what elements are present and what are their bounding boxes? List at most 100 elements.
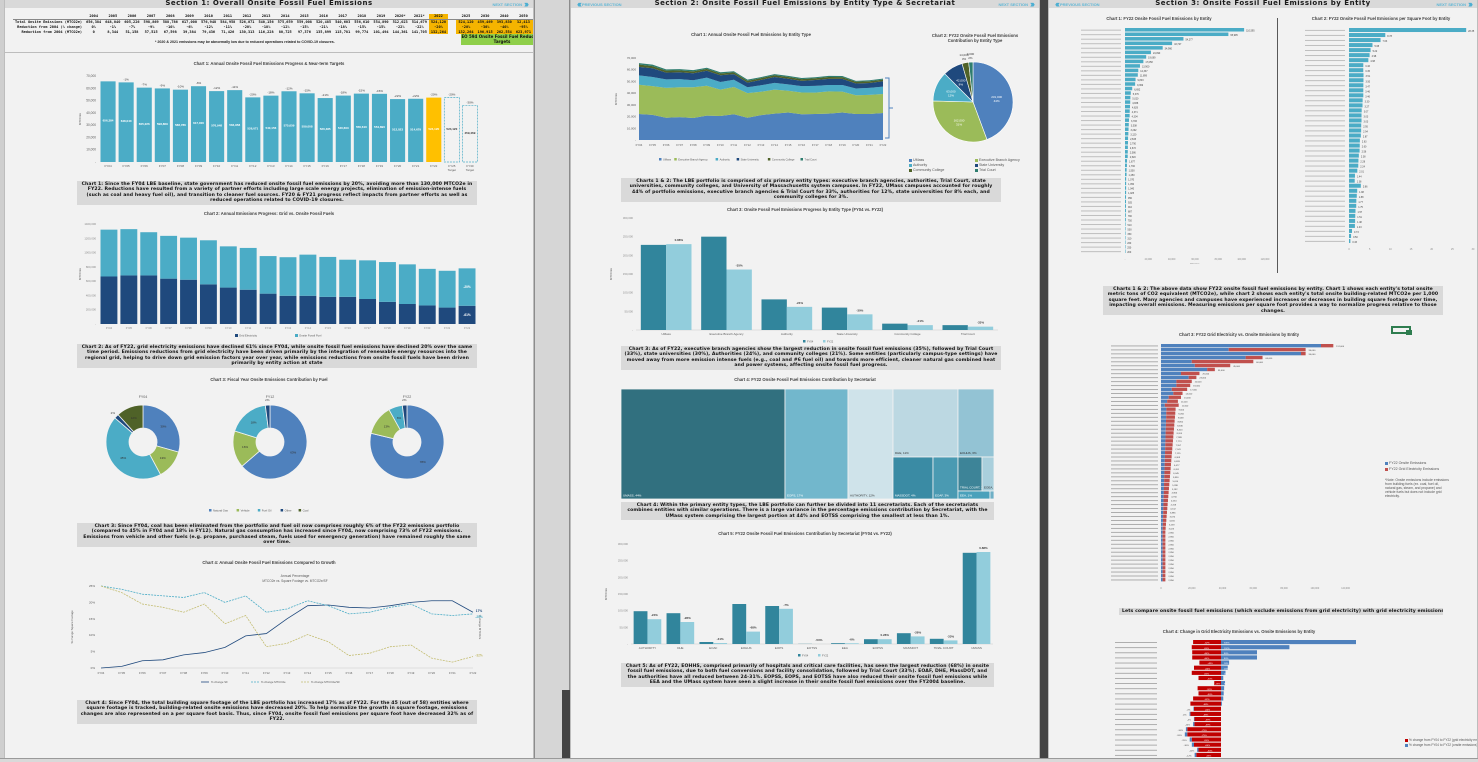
toggle-icon[interactable]: [1391, 326, 1412, 335]
svg-text:18%: 18%: [251, 420, 257, 424]
svg-text:MTCO2e vs. Square Footage vs.: MTCO2e vs. Square Footage vs. MTCO2e/SF: [262, 579, 327, 583]
svg-text:EOEA, 1%: EOEA, 1%: [984, 486, 994, 490]
svg-text:617,000: 617,000: [193, 121, 204, 125]
svg-text:State University: State University: [837, 332, 859, 336]
svg-text:2,850: 2,850: [1168, 544, 1174, 546]
svg-text:3,670: 3,670: [1170, 517, 1176, 519]
svg-text:2,850: 2,850: [1168, 564, 1174, 566]
svg-text:5%: 5%: [91, 650, 96, 654]
svg-text:50,000: 50,000: [619, 625, 628, 629]
next-section-button[interactable]: NEXT SECTION ›››: [1436, 0, 1473, 9]
svg-text:3.50: 3.50: [1365, 80, 1370, 83]
svg-text:-1%: -1%: [123, 77, 129, 81]
s1-chart4-title: Chart 4: Annual Onsite Fossil Fuel Emiss…: [202, 560, 336, 565]
svg-text:23,000: 23,000: [1199, 378, 1206, 380]
svg-text:MTCO2e: MTCO2e: [609, 268, 613, 281]
svg-text:FY04: FY04: [104, 164, 112, 168]
svg-text:-55%: -55%: [1206, 756, 1211, 758]
svg-text:-15%: -15%: [1182, 740, 1187, 742]
svg-text:60,000: 60,000: [1191, 258, 1199, 261]
scrollbar-track[interactable]: [534, 0, 570, 762]
next-section-button[interactable]: NEXT SECTION ›››: [998, 0, 1035, 9]
svg-text:80%: 80%: [1224, 653, 1228, 655]
svg-text:2,850: 2,850: [1168, 536, 1174, 538]
svg-text:FY19: FY19: [376, 164, 384, 168]
svg-text:FY17: FY17: [366, 671, 373, 675]
svg-text:Target: Target: [448, 168, 457, 172]
svg-text:FY07: FY07: [166, 326, 173, 330]
scrollbar-thumb[interactable]: [1040, 0, 1048, 762]
legend-item-onsite: FY22 Onsite Emissions: [1385, 461, 1439, 465]
svg-text:Community College: Community College: [772, 158, 795, 162]
svg-text:-24%: -24%: [651, 613, 658, 617]
chevrons-right-icon: ›››: [1468, 0, 1473, 9]
s2-chart4-treemap: UMASS, 44% EOPS, 17% AUTHORITY, 12% DHE, 11…: [621, 389, 994, 499]
previous-section-button[interactable]: ‹‹‹ PREVIOUS SECTION: [1055, 0, 1100, 9]
svg-text:1,500: 1,500: [1129, 170, 1136, 173]
svg-text:2,850: 2,850: [1168, 532, 1174, 534]
svg-text:9,284: 9,284: [1178, 413, 1184, 415]
svg-text:-9%: -9%: [160, 83, 166, 87]
svg-text:7,341: 7,341: [1175, 449, 1181, 451]
svg-text:40,000: 40,000: [1168, 258, 1176, 261]
s1-chart3-note: Chart 3: Since FY04, coal has been elimi…: [77, 523, 477, 547]
svg-text:3,455: 3,455: [1169, 521, 1175, 523]
svg-text:2.86: 2.86: [1363, 186, 1368, 189]
svg-text:648,040: 648,040: [121, 119, 132, 123]
svg-text:-22%: -22%: [412, 94, 419, 98]
svg-text:FY11: FY11: [242, 671, 249, 675]
svg-text:FY06: FY06: [141, 164, 149, 168]
status-bar: [0, 758, 1478, 762]
svg-text:-12%: -12%: [1187, 756, 1192, 758]
svg-text:-52%: -52%: [1207, 689, 1212, 691]
svg-text:4,838: 4,838: [1132, 102, 1139, 105]
svg-text:7.63: 7.63: [1383, 40, 1388, 43]
svg-text:FY11: FY11: [231, 164, 238, 168]
svg-text:-50%: -50%: [1207, 694, 1212, 696]
svg-text:8%: 8%: [959, 82, 964, 86]
svg-text:30,000: 30,000: [86, 123, 96, 127]
svg-text:-68%: -68%: [1203, 704, 1208, 706]
svg-text:6,692: 6,692: [1134, 88, 1141, 91]
svg-text:FY16: FY16: [798, 143, 805, 147]
svg-text:14,000: 14,000: [1186, 394, 1193, 396]
svg-text:16%: 16%: [242, 445, 248, 449]
svg-text:1,025: 1,025: [1128, 192, 1135, 195]
svg-text:-20%: -20%: [463, 285, 471, 289]
svg-text:-10%: -10%: [177, 85, 184, 89]
s3-chart3-stacked-bar-chart: 112,00094,00094,00066,00060,00045,00035,…: [1111, 344, 1351, 590]
svg-text:1.43: 1.43: [1357, 226, 1362, 229]
svg-text:1.77: 1.77: [1358, 201, 1363, 204]
svg-text:Natural Gas: Natural Gas: [213, 509, 229, 513]
svg-text:FY21: FY21: [412, 164, 420, 168]
svg-text:DHE, 11%: DHE, 11%: [895, 451, 909, 455]
svg-text:520,485: 520,485: [320, 127, 331, 131]
legend-label: FY22 Onsite Emissions: [1389, 461, 1427, 465]
svg-text:5%: 5%: [1224, 699, 1227, 701]
svg-text:2.24: 2.24: [1360, 166, 1365, 169]
svg-text:459,469: 459,469: [465, 131, 476, 135]
svg-text:FY18: FY18: [358, 164, 366, 168]
svg-text:FY25: FY25: [448, 164, 456, 168]
previous-section-button[interactable]: ‹‹‹ PREVIOUS SECTION: [577, 0, 622, 9]
svg-text:250: 250: [1127, 246, 1132, 249]
svg-text:-28%: -28%: [684, 616, 691, 620]
svg-text:510: 510: [1128, 224, 1133, 227]
svg-text:FY05: FY05: [123, 164, 131, 168]
svg-text:-6%: -6%: [849, 637, 855, 641]
svg-text:13,900: 13,900: [1142, 66, 1150, 69]
svg-text:950: 950: [1128, 197, 1133, 200]
svg-text:5.68: 5.68: [1374, 45, 1379, 48]
svg-text:94,000: 94,000: [1309, 350, 1316, 352]
svg-text:588,786: 588,786: [175, 123, 186, 127]
svg-text:FY19: FY19: [408, 671, 415, 675]
s3-chart4-title: Chart 4: Change in Grid Electricity Emis…: [1162, 629, 1316, 634]
svg-text:50,000: 50,000: [627, 79, 637, 83]
next-section-button[interactable]: NEXT SECTION ›››: [492, 0, 529, 9]
svg-text:FY17: FY17: [812, 143, 819, 147]
svg-text:5,614: 5,614: [1173, 481, 1179, 483]
scrollbar-thumb[interactable]: [562, 690, 570, 762]
svg-text:FY07: FY07: [159, 164, 167, 168]
svg-text:1.44: 1.44: [1357, 176, 1362, 179]
